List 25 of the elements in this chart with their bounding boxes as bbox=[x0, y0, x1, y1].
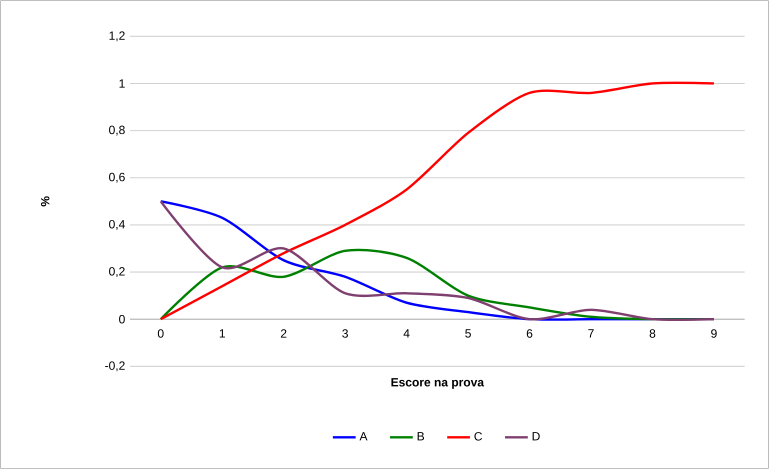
legend-label: D bbox=[532, 432, 540, 440]
y-tick-label: 1 bbox=[120, 79, 125, 88]
legend-label: A bbox=[360, 432, 368, 440]
y-tick-label: 0,8 bbox=[109, 126, 125, 136]
x-tick-label: 5 bbox=[465, 329, 471, 338]
x-tick-label: 7 bbox=[588, 329, 594, 338]
x-tick-label: 1 bbox=[220, 329, 225, 338]
y-tick-label: 0,6 bbox=[109, 172, 125, 183]
x-tick-label: 4 bbox=[404, 329, 410, 338]
y-tick-label: -0,2 bbox=[105, 361, 125, 372]
legend-label: B bbox=[418, 432, 424, 440]
x-tick-label: 0 bbox=[158, 329, 164, 338]
y-tick-label: 0,4 bbox=[109, 220, 125, 230]
x-tick-label: 8 bbox=[650, 329, 656, 338]
x-tick-label: 9 bbox=[711, 329, 717, 338]
x-tick-label: 2 bbox=[280, 329, 286, 338]
y-tick-label: 0 bbox=[119, 314, 125, 324]
y-tick-label: 1,2 bbox=[110, 31, 125, 42]
legend-label: C bbox=[474, 432, 482, 441]
y-tick-label: 0,2 bbox=[109, 267, 125, 277]
y-axis-title: % bbox=[40, 196, 50, 206]
x-axis-title: Escore na prova bbox=[391, 378, 484, 389]
x-tick-label: 3 bbox=[342, 329, 348, 338]
line-series bbox=[160, 82, 716, 320]
x-tick-label: 6 bbox=[526, 329, 532, 338]
